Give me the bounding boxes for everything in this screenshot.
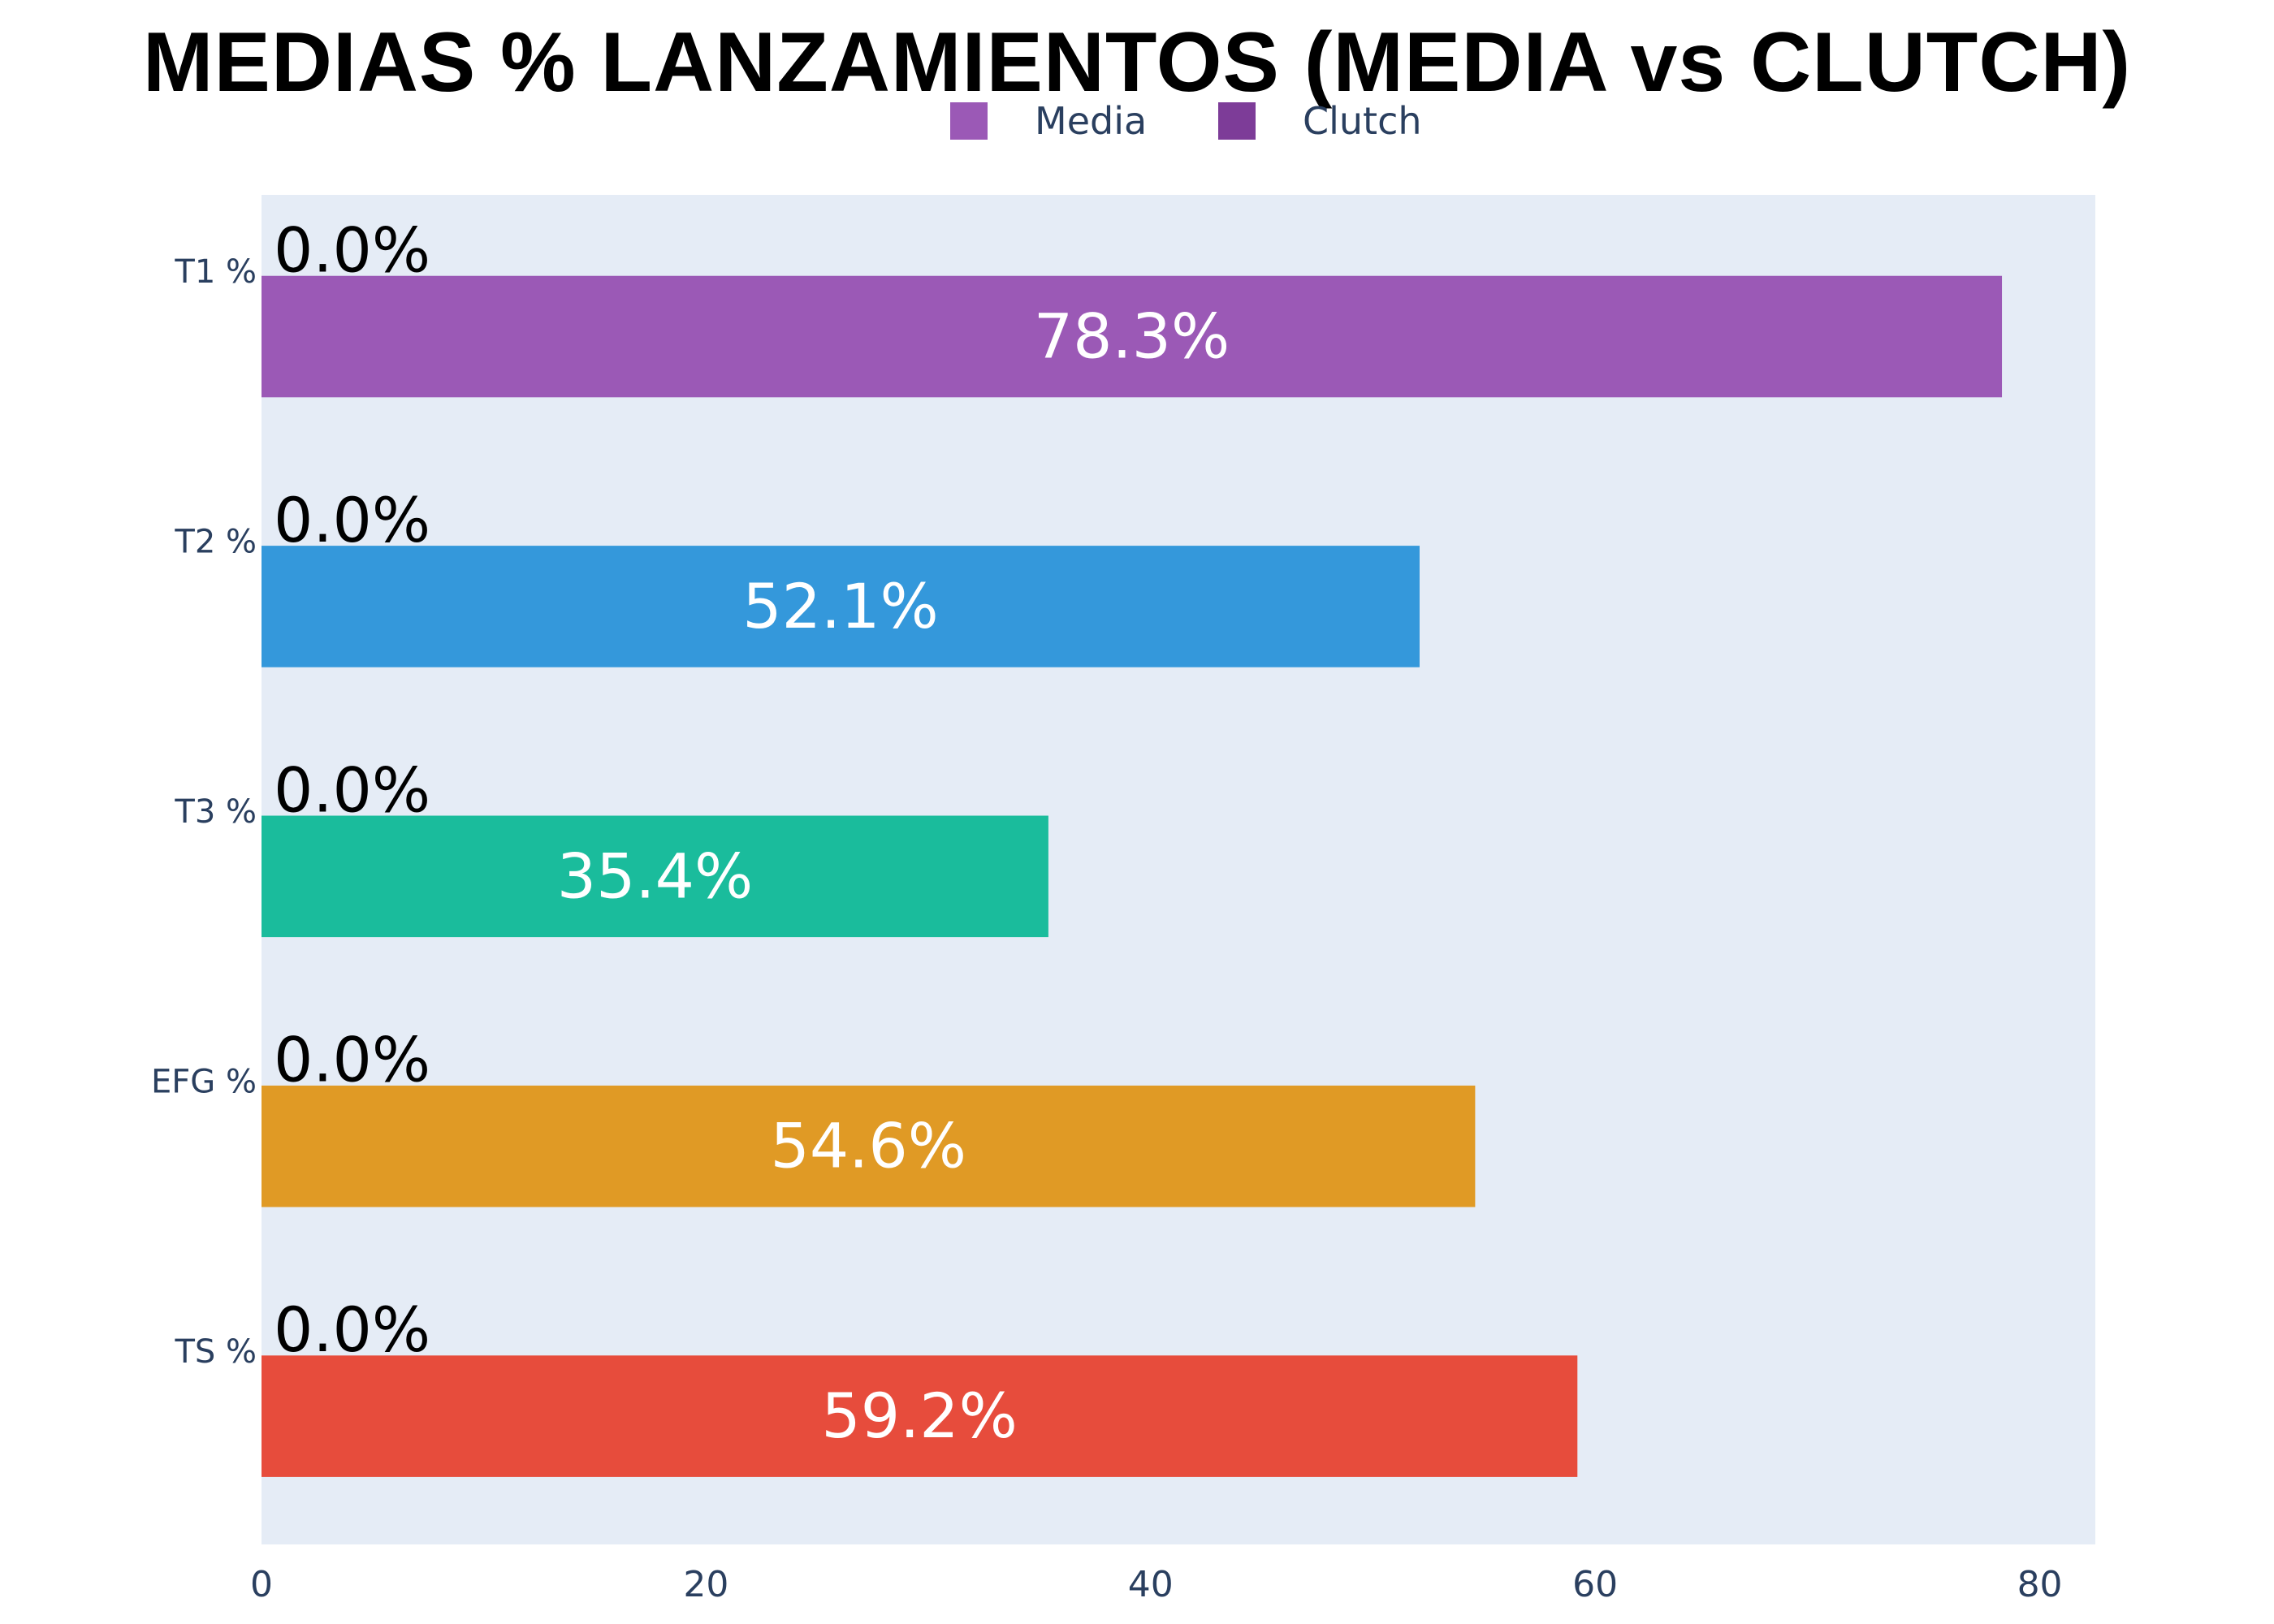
bar-label-clutch-2: 0.0% [274,754,430,826]
x-tick-label-0: 0 [250,1564,273,1605]
x-tick-label-3: 60 [1572,1564,1618,1605]
bar-media-3 [262,1085,1476,1207]
y-tick-label-3: EFG % [151,1063,257,1100]
legend-swatch-media [950,102,988,140]
bar-label-clutch-1: 0.0% [274,484,430,556]
bar-label-media-4: 59.2% [821,1380,1017,1452]
legend-label-clutch: Clutch [1303,99,1422,143]
bar-label-media-1: 52.1% [742,570,938,642]
bar-media-4 [262,1355,1578,1477]
y-tick-label-1: T2 % [174,524,257,561]
legend-swatch-clutch [1218,102,1256,140]
bar-media-1 [262,546,1420,667]
y-tick-label-2: T3 % [174,793,257,831]
x-tick-label-2: 40 [1128,1564,1174,1605]
bar-media-2 [262,815,1048,938]
bar-label-media-3: 54.6% [770,1110,966,1182]
bar-label-media-0: 78.3% [1034,300,1230,373]
y-tick-label-0: T1 % [174,253,257,291]
bar-label-clutch-3: 0.0% [274,1024,430,1096]
chart-title: MEDIAS % LANZAMIENTOS (MEDIA vs CLUTCH) [142,15,2132,110]
x-tick-label-4: 80 [2017,1564,2063,1605]
bar-label-clutch-4: 0.0% [274,1294,430,1366]
bar-label-media-2: 35.4% [557,840,753,912]
bar-media-0 [262,275,2003,398]
bar-label-clutch-0: 0.0% [274,214,430,286]
y-tick-label-4: TS % [174,1333,257,1371]
x-tick-label-1: 20 [683,1564,728,1605]
legend-label-media: Media [1035,99,1147,143]
